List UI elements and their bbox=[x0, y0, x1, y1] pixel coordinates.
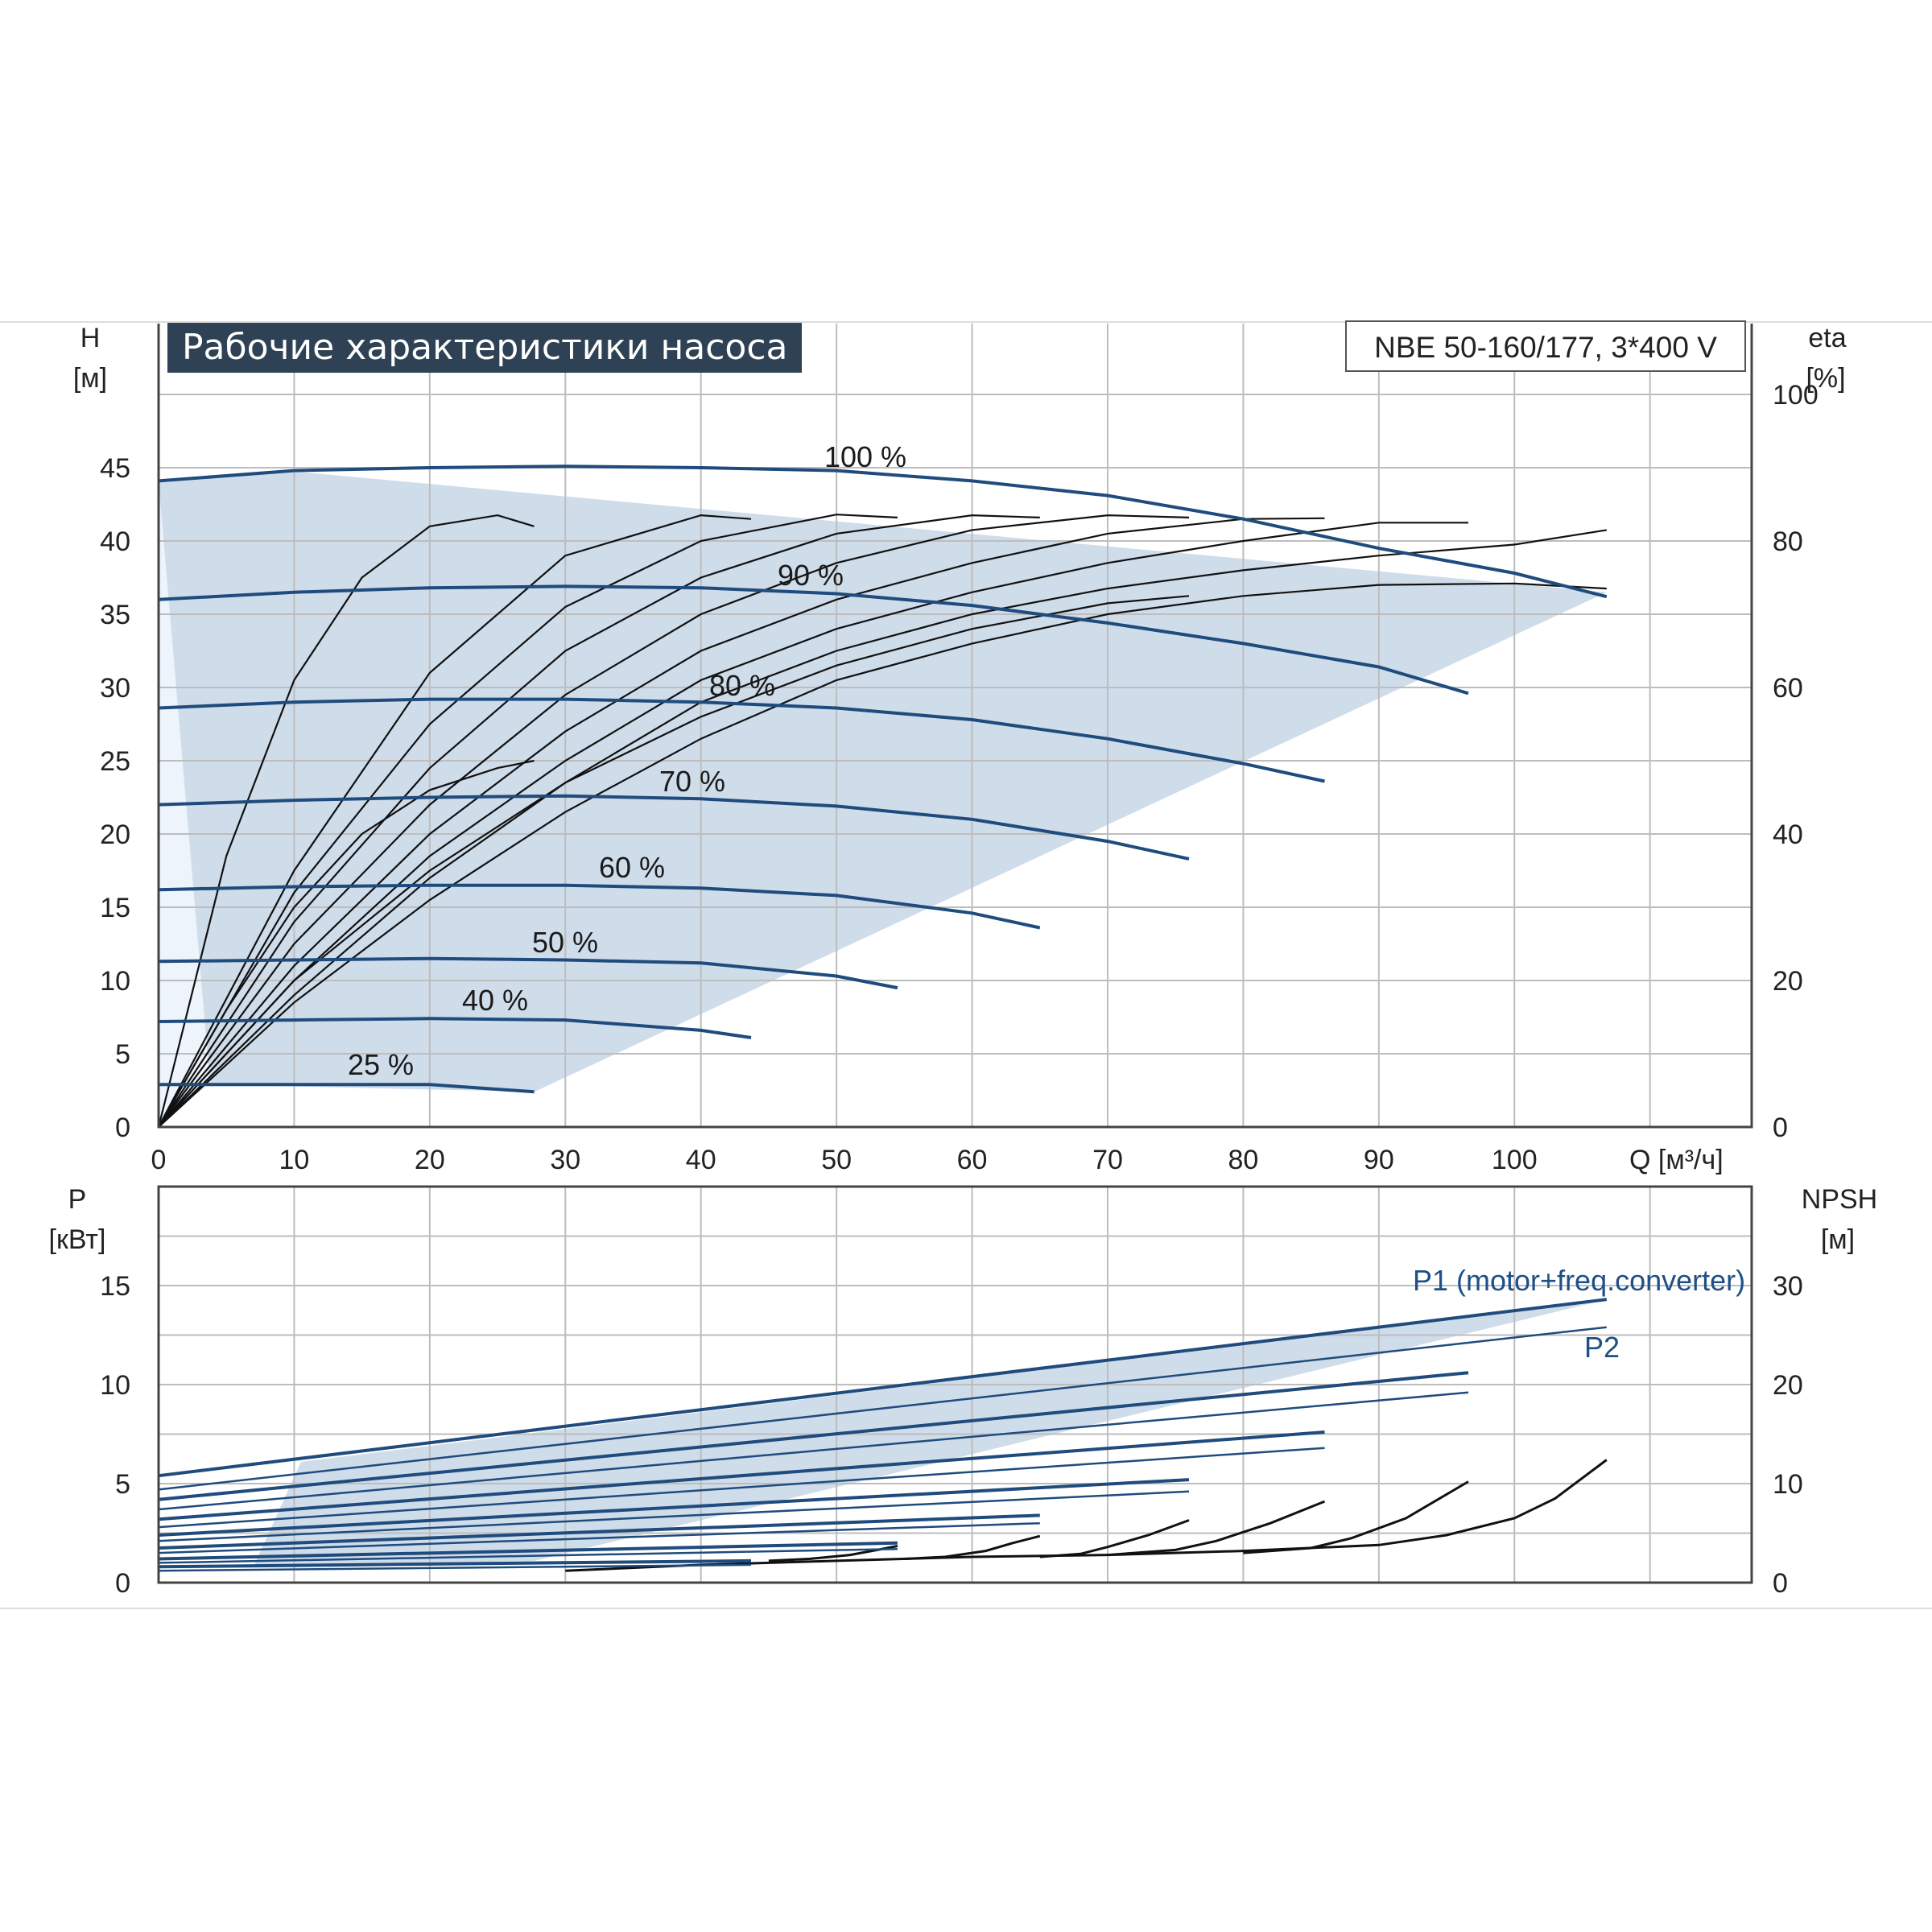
h-axis-title: H bbox=[80, 323, 101, 353]
power-operating-region bbox=[253, 1299, 1607, 1567]
head-curve bbox=[158, 794, 1190, 861]
speed-label: 25 % bbox=[348, 1048, 414, 1081]
x-tick-label: 30 bbox=[550, 1145, 580, 1175]
power-curve bbox=[158, 1490, 1190, 1542]
chart-title: Рабочие характеристики насоса bbox=[167, 323, 803, 373]
speed-label: 50 % bbox=[532, 926, 598, 959]
p1-label: P1 (motor+freq.converter) bbox=[1413, 1264, 1745, 1297]
y2-tick-label: 80 bbox=[1773, 526, 1803, 557]
x-tick-label: 50 bbox=[821, 1145, 852, 1175]
speed-label: 80 % bbox=[709, 669, 775, 702]
head-curve bbox=[158, 1017, 752, 1039]
speed-label: 60 % bbox=[599, 851, 665, 884]
power-plot-frame bbox=[157, 1185, 1753, 1584]
y-tick-label: 35 bbox=[100, 600, 130, 630]
x-tick-label: 0 bbox=[151, 1145, 167, 1175]
power-curve bbox=[158, 1478, 1190, 1537]
y2-tick-label: 20 bbox=[1773, 966, 1803, 997]
efficiency-curve bbox=[158, 514, 1190, 1128]
y2-tick-label: 40 bbox=[1773, 819, 1803, 850]
power-curve bbox=[158, 1541, 898, 1561]
p-tick-label: 5 bbox=[115, 1469, 130, 1500]
head-curve bbox=[158, 697, 1325, 783]
y-tick-label: 45 bbox=[100, 453, 130, 484]
y-tick-label: 40 bbox=[100, 526, 130, 557]
efficiency-curve bbox=[158, 514, 898, 1128]
speed-label: 90 % bbox=[778, 559, 844, 592]
x-axis-label: Q [м³/ч] bbox=[1629, 1145, 1724, 1175]
speed-label: 40 % bbox=[462, 984, 528, 1017]
power-curve bbox=[158, 1513, 1040, 1550]
npsh-axis-title: NPSH bbox=[1802, 1184, 1877, 1215]
npsh-axis-unit: [м] bbox=[1821, 1224, 1855, 1255]
power-curve bbox=[158, 1391, 1469, 1511]
npsh-tick-label: 10 bbox=[1773, 1469, 1803, 1500]
speed-label: 100 % bbox=[824, 440, 906, 473]
head-curve bbox=[158, 956, 898, 990]
y-tick-label: 0 bbox=[115, 1113, 130, 1143]
pump-model-label: NBE 50-160/177, 3*400 V bbox=[1345, 320, 1746, 372]
y2-tick-label: 60 bbox=[1773, 673, 1803, 704]
x-tick-label: 100 bbox=[1492, 1145, 1538, 1175]
p-axis-unit: [кВт] bbox=[49, 1224, 106, 1255]
y-tick-label: 20 bbox=[100, 819, 130, 850]
power-curve bbox=[158, 1558, 752, 1569]
p2-label: P2 bbox=[1584, 1331, 1620, 1364]
y-tick-label: 30 bbox=[100, 673, 130, 704]
y2-tick-label: 100 bbox=[1773, 380, 1818, 411]
power-curve bbox=[158, 1563, 752, 1572]
y-tick-label: 10 bbox=[100, 966, 130, 997]
npsh-curve bbox=[565, 1459, 1608, 1572]
power-curve bbox=[158, 1371, 1469, 1501]
head-curve bbox=[158, 464, 1608, 599]
head-curve bbox=[158, 883, 1041, 930]
npsh-tick-label: 20 bbox=[1773, 1370, 1803, 1401]
p-axis-title: P bbox=[68, 1184, 87, 1215]
npsh-tick-label: 30 bbox=[1773, 1271, 1803, 1302]
power-curve bbox=[158, 1430, 1325, 1521]
efficiency-curve bbox=[158, 517, 1325, 1128]
speed-label: 70 % bbox=[659, 765, 725, 798]
y-tick-label: 25 bbox=[100, 746, 130, 777]
eta-axis-title: eta bbox=[1808, 323, 1846, 353]
efficiency-curve bbox=[158, 582, 1607, 1128]
npsh-tick-label: 0 bbox=[1773, 1568, 1788, 1599]
efficiency-curve bbox=[158, 522, 1468, 1128]
y-tick-label: 15 bbox=[100, 893, 130, 923]
power-curve bbox=[158, 1547, 898, 1564]
p-tick-label: 15 bbox=[100, 1271, 130, 1302]
p-tick-label: 0 bbox=[115, 1568, 130, 1599]
x-tick-label: 70 bbox=[1092, 1145, 1123, 1175]
h-axis-unit: [м] bbox=[73, 363, 107, 394]
x-tick-label: 40 bbox=[686, 1145, 716, 1175]
efficiency-curve bbox=[157, 514, 535, 1128]
x-tick-label: 20 bbox=[415, 1145, 445, 1175]
power-curve bbox=[158, 1326, 1607, 1491]
x-tick-label: 60 bbox=[957, 1145, 988, 1175]
eta-axis-unit: [%] bbox=[1806, 363, 1845, 394]
npsh-curve bbox=[1039, 1519, 1190, 1558]
power-curve bbox=[158, 1521, 1040, 1554]
p-tick-label: 10 bbox=[100, 1370, 130, 1401]
x-tick-label: 80 bbox=[1228, 1145, 1258, 1175]
head-operating-region bbox=[159, 472, 1607, 1092]
y-tick-label: 5 bbox=[115, 1039, 130, 1070]
npsh-curve bbox=[1243, 1480, 1469, 1554]
power-curve bbox=[158, 1447, 1325, 1529]
x-tick-label: 10 bbox=[279, 1145, 310, 1175]
x-tick-label: 90 bbox=[1364, 1145, 1394, 1175]
npsh-curve bbox=[1107, 1500, 1326, 1557]
efficiency-curve bbox=[158, 514, 752, 1128]
y2-tick-label: 0 bbox=[1773, 1113, 1788, 1143]
head-curve bbox=[159, 1083, 535, 1094]
npsh-curve bbox=[904, 1534, 1041, 1560]
power-curve bbox=[158, 1298, 1608, 1478]
head-curve bbox=[158, 584, 1469, 696]
efficiency-curve bbox=[158, 514, 1040, 1128]
efficiency-curve bbox=[158, 759, 535, 1128]
efficiency-curve bbox=[158, 595, 1190, 1128]
head-plot-frame bbox=[157, 324, 1753, 1129]
